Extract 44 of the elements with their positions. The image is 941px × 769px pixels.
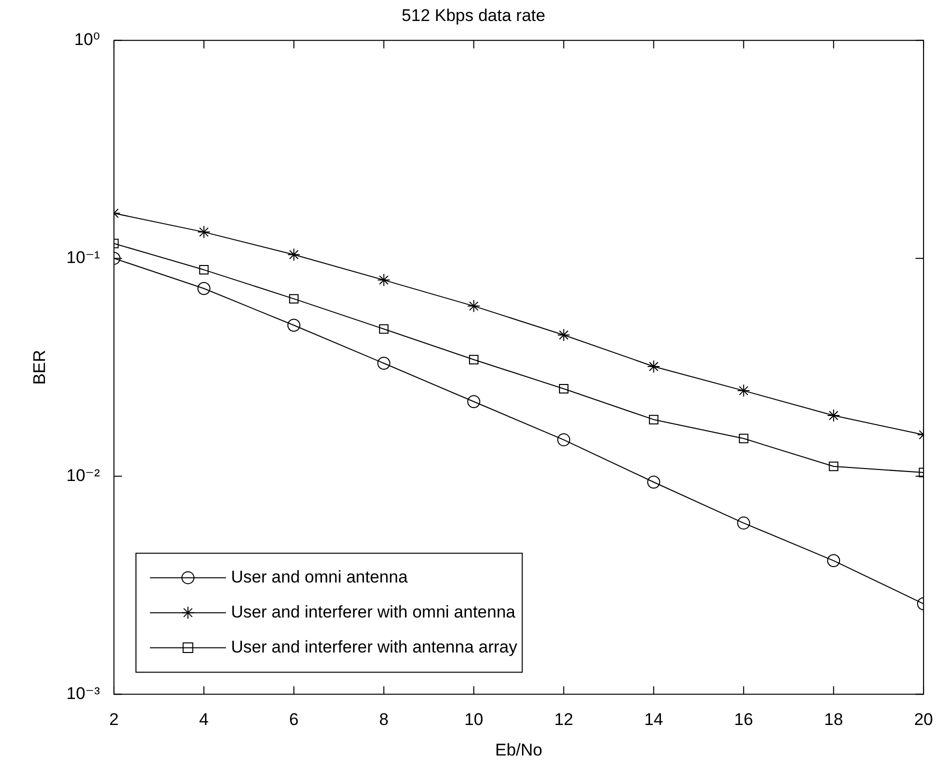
y-axis-title: BER xyxy=(30,350,49,385)
y-tick-label: 10⁻² xyxy=(66,466,100,485)
point xyxy=(647,360,660,373)
point xyxy=(289,294,299,304)
point xyxy=(827,554,840,568)
x-tick-label: 10 xyxy=(464,710,484,730)
x-axis-title: Eb/No xyxy=(495,740,542,760)
point xyxy=(558,384,568,394)
point xyxy=(827,409,840,422)
point xyxy=(197,226,210,239)
point xyxy=(379,324,389,334)
legend-label: User and interferer with antenna array xyxy=(230,637,518,656)
x-tick-label: 12 xyxy=(554,710,574,730)
point xyxy=(648,414,658,424)
point xyxy=(557,433,570,446)
point xyxy=(828,462,838,472)
point xyxy=(377,356,390,370)
x-tick-label: 4 xyxy=(199,710,209,730)
point xyxy=(557,328,570,342)
point xyxy=(197,282,210,296)
y-tick-label: 10⁰ xyxy=(74,30,100,50)
x-tick-label: 8 xyxy=(379,710,389,730)
x-tick-label: 14 xyxy=(644,710,664,730)
point xyxy=(377,274,390,287)
point xyxy=(199,265,209,275)
legend-label: User and interferer with omni antenna xyxy=(230,602,516,622)
point xyxy=(738,434,748,444)
x-tick-label: 18 xyxy=(824,710,844,730)
point xyxy=(469,354,479,364)
point xyxy=(737,516,750,530)
chart-title: 512 Kbps data rate xyxy=(402,6,546,25)
y-tick-label: 10⁻³ xyxy=(66,684,100,703)
point xyxy=(737,384,750,398)
point xyxy=(467,395,480,408)
x-tick-label: 20 xyxy=(914,710,934,730)
point xyxy=(287,318,300,332)
y-tick-label: 10⁻¹ xyxy=(66,248,100,268)
point xyxy=(287,248,300,262)
x-tick-label: 2 xyxy=(109,710,119,730)
x-tick-label: 16 xyxy=(734,710,754,730)
point xyxy=(647,476,660,489)
legend-label: User and omni antenna xyxy=(230,567,408,586)
x-tick-label: 6 xyxy=(289,710,299,730)
point xyxy=(467,300,480,313)
